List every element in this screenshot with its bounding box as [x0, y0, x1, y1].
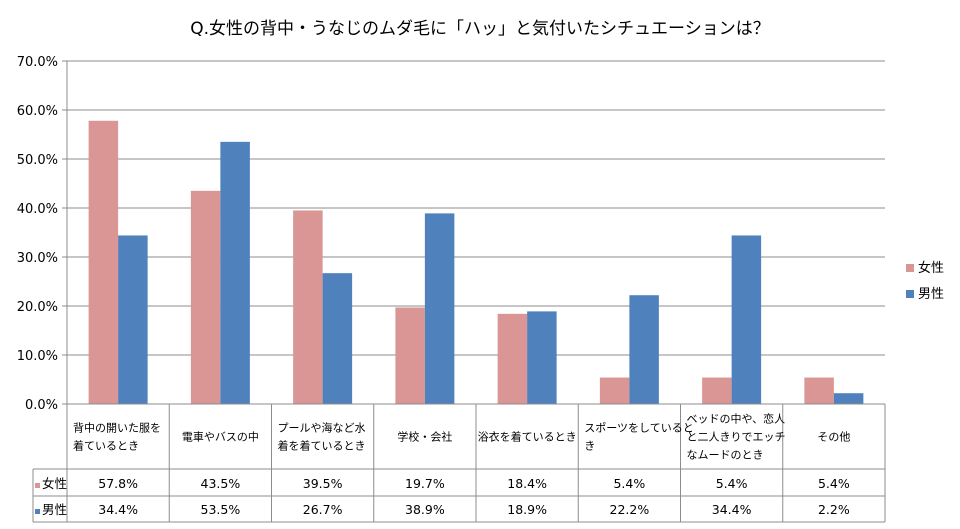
- bar-male: [527, 311, 557, 404]
- row-legend-key: [35, 483, 40, 488]
- data-label: 34.4%: [712, 502, 752, 517]
- y-tick-label: 40.0%: [17, 202, 58, 217]
- category-label: その他: [817, 431, 850, 444]
- y-axis: 0.0% 10.0% 20.0% 30.0% 40.0% 50.0% 60.0% 70.0%: [17, 55, 885, 413]
- legend-swatch: [906, 290, 914, 298]
- data-label: 22.2%: [610, 502, 650, 517]
- bar-male: [833, 393, 864, 404]
- y-tick-label: 70.0%: [17, 55, 58, 70]
- chart-title: Q.女性の背中・うなじのムダ毛に「ハッ」と気付いたシチュエーションは？: [190, 19, 769, 39]
- data-label: 5.4%: [613, 476, 645, 491]
- data-label: 53.5%: [201, 502, 241, 517]
- category-label: 浴衣を着ているとき: [478, 430, 577, 444]
- bar-female: [804, 377, 834, 404]
- legend-swatch: [906, 264, 914, 272]
- bars: [88, 120, 864, 404]
- bar-male: [322, 273, 353, 404]
- data-label: 5.4%: [716, 476, 748, 491]
- data-label: 19.7%: [405, 476, 445, 491]
- bar-female: [497, 313, 528, 404]
- y-tick-label: 50.0%: [17, 153, 58, 168]
- bar-male: [118, 235, 148, 404]
- data-label: 18.4%: [507, 476, 547, 491]
- bar-female: [702, 377, 732, 404]
- category-label: プールや海など水: [278, 421, 366, 435]
- legend-label: 女性: [918, 260, 944, 276]
- data-label: 39.5%: [303, 476, 343, 491]
- row-header: 女性: [42, 476, 67, 491]
- category-label: 学校・会社: [397, 430, 452, 444]
- data-label: 26.7%: [303, 502, 343, 517]
- y-tick-label: 10.0%: [17, 349, 58, 364]
- bar-female: [190, 190, 221, 404]
- bar-male: [629, 295, 659, 404]
- data-label: 2.2%: [818, 502, 850, 517]
- bar-male: [220, 141, 250, 404]
- gridlines: [67, 60, 885, 356]
- bar-female: [395, 307, 425, 404]
- bar-male: [731, 235, 762, 404]
- data-label: 5.4%: [818, 476, 850, 491]
- category-label: 着を着ているとき: [278, 439, 366, 453]
- category-label: ベッドの中や、恋人: [687, 412, 786, 426]
- y-tick-label: 60.0%: [17, 104, 58, 119]
- data-label: 57.8%: [98, 476, 138, 491]
- category-label: と二人きりでエッチ: [687, 431, 786, 444]
- y-tick-label: 30.0%: [17, 251, 58, 266]
- category-label: なムードのとき: [687, 449, 764, 462]
- row-legend-key: [35, 509, 40, 514]
- data-label: 38.9%: [405, 502, 445, 517]
- legend-label: 男性: [918, 287, 944, 302]
- data-label: 43.5%: [201, 476, 241, 491]
- data-label: 34.4%: [98, 502, 138, 517]
- bar-male: [424, 213, 455, 404]
- category-label: スポーツをしていると: [584, 422, 693, 435]
- bar-female: [88, 120, 119, 404]
- row-header: 男性: [42, 502, 67, 517]
- category-label: 着ているとき: [73, 439, 139, 453]
- category-label: 電車やバスの中: [182, 430, 259, 444]
- category-label: 背中の開いた服を: [73, 421, 161, 435]
- y-tick-label: 20.0%: [17, 300, 58, 315]
- data-label: 18.9%: [507, 502, 547, 517]
- category-label: き: [584, 440, 595, 453]
- y-tick-label: 0.0%: [25, 398, 58, 413]
- bar-female: [293, 210, 323, 404]
- bar-female: [599, 377, 630, 404]
